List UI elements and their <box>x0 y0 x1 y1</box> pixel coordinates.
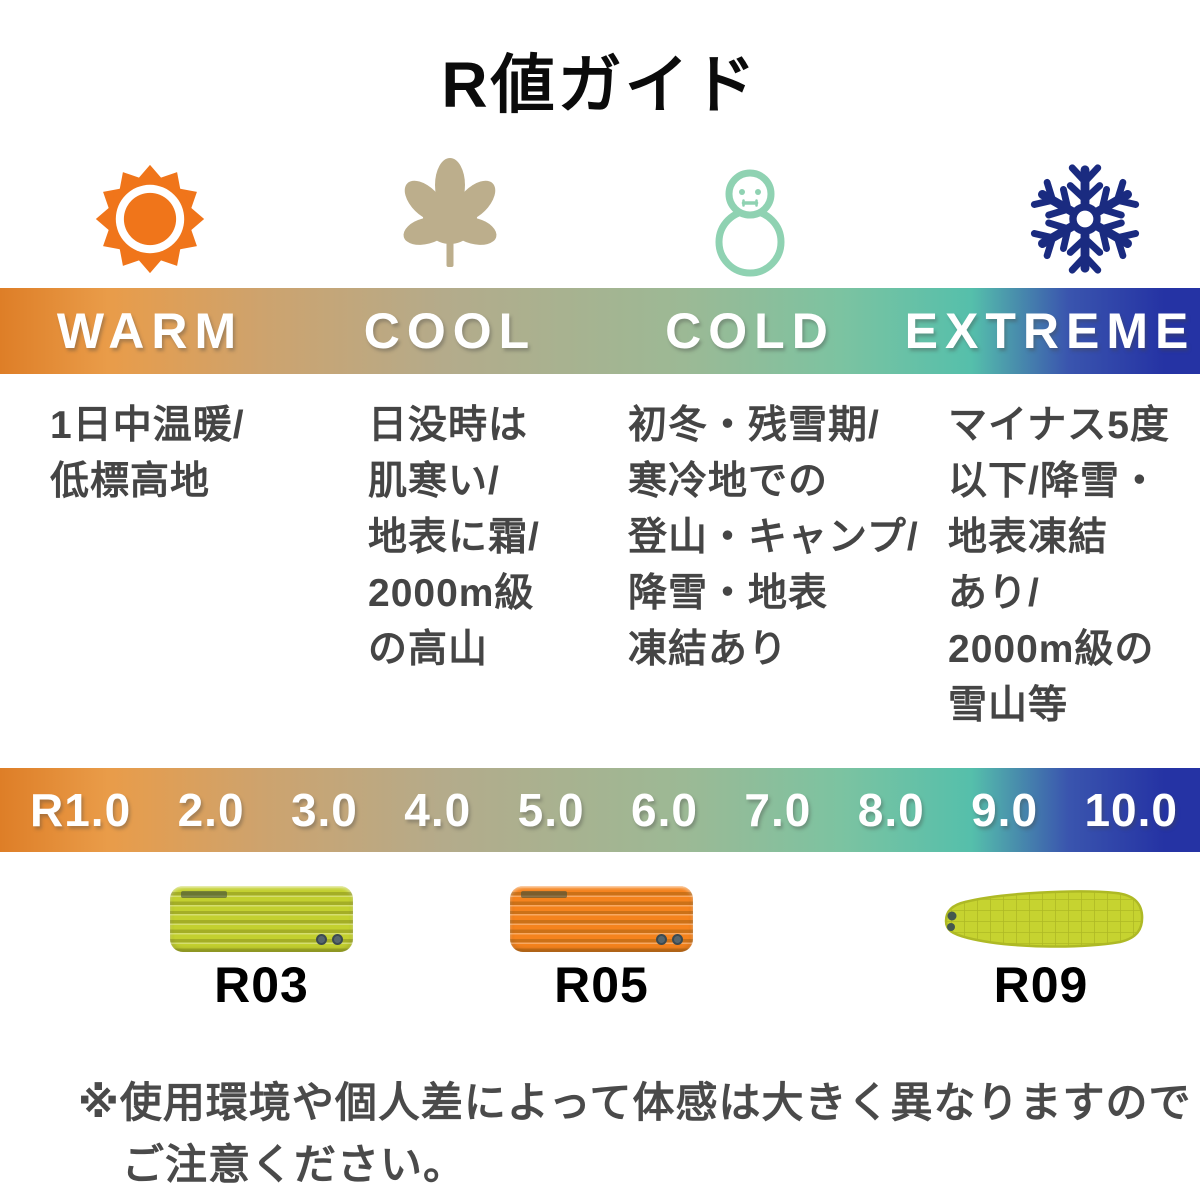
cold-icon-cell <box>600 152 900 286</box>
pad-brand-logo <box>181 891 227 898</box>
page-title: R値ガイド <box>441 49 759 121</box>
pad-valve <box>947 923 955 931</box>
scale-tick: 4.0 <box>404 784 472 836</box>
pad-valves <box>656 934 683 945</box>
product-label-r05: R05 <box>554 957 649 1013</box>
sun-icon <box>95 164 205 274</box>
pad-valve <box>947 911 957 921</box>
zone-label-cold: COLD <box>665 303 835 359</box>
leaf-icon <box>403 158 497 267</box>
zone-icon-row <box>0 152 1200 286</box>
pad-valve <box>656 934 667 945</box>
zone-description-extreme: マイナス5度 以下/降雪・ 地表凍結 あり/ 2000m級の 雪山等 <box>948 404 1170 727</box>
scale-tick: 9.0 <box>971 784 1039 836</box>
zone-label-warm: WARM <box>56 303 244 359</box>
snowman-icon <box>715 169 785 277</box>
disclaimer-line2: ご注意ください。 <box>122 1141 467 1188</box>
zone-description-cold: 初冬・残雪期/ 寒冷地での 登山・キャンプ/ 降雪・地表 凍結あり <box>628 404 919 671</box>
cool-icon-cell <box>300 152 600 286</box>
zone-description-cool: 日没時は 肌寒い/ 地表に霜/ 2000m級 の高山 <box>368 404 540 671</box>
pad-valve <box>332 934 343 945</box>
pad-valve <box>672 934 683 945</box>
zone-label-extreme: EXTREME <box>904 303 1196 359</box>
disclaimer-note: ※使用環境や個人差によって体感は大きく異なりますので ご注意ください。 <box>78 1072 1191 1196</box>
zone-description-warm: 1日中温暖/ 低標高地 <box>50 404 245 503</box>
sleeping-pad-r09-image <box>944 890 1144 948</box>
scale-tick: R1.0 <box>30 784 132 836</box>
extreme-icon-cell <box>900 152 1200 286</box>
r-value-scale-band: R1.0 2.0 3.0 4.0 5.0 6.0 7.0 8.0 9.0 10.… <box>0 768 1200 852</box>
sleeping-pad-r03-image <box>170 886 353 952</box>
disclaimer-line1: ※使用環境や個人差によって体感は大きく異なりますので <box>78 1079 1192 1126</box>
pad-brand-logo <box>521 891 567 898</box>
scale-tick: 8.0 <box>857 784 925 836</box>
pad-valve <box>316 934 327 945</box>
scale-tick: 6.0 <box>631 784 698 836</box>
scale-tick: 3.0 <box>290 784 358 836</box>
sleeping-pad-r05-image <box>510 886 693 952</box>
scale-tick: 2.0 <box>177 784 245 836</box>
snowflake-icon <box>1026 164 1144 278</box>
warm-icon-cell <box>0 152 300 286</box>
temperature-zone-band: WARM COOL COLD EXTREME <box>0 288 1200 374</box>
scale-tick: 5.0 <box>517 784 585 836</box>
scale-tick: 7.0 <box>744 784 812 836</box>
product-label-r03: R03 <box>214 957 309 1013</box>
scale-tick: 10.0 <box>1084 784 1178 836</box>
zone-label-cool: COOL <box>363 303 537 359</box>
product-label-r09: R09 <box>993 957 1089 1013</box>
pad-valves <box>316 934 343 945</box>
